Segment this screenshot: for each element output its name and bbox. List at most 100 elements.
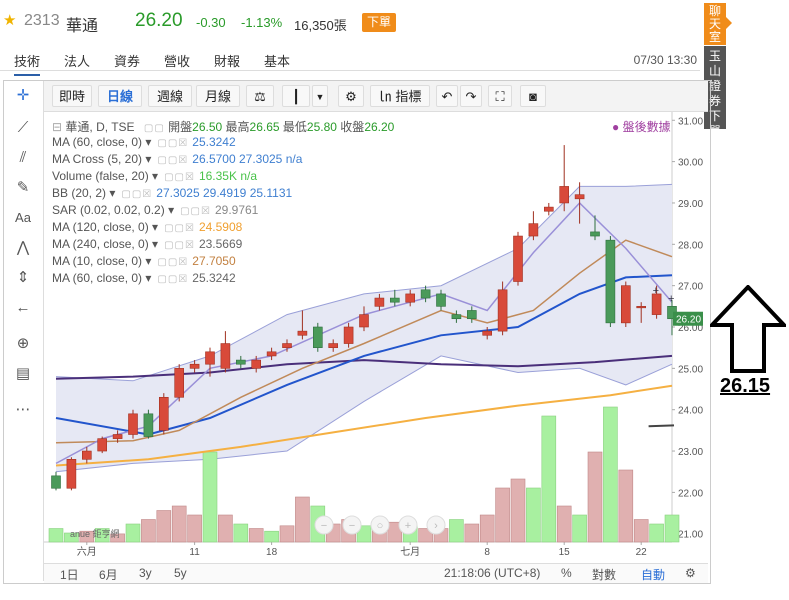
volume-bar	[418, 528, 433, 543]
volume-bar	[218, 514, 233, 543]
camera-icon[interactable]: ◙	[520, 85, 546, 107]
y-tick-label: 30.00	[678, 158, 703, 169]
tab-financials[interactable]: 財報	[214, 54, 241, 69]
crosshair-icon[interactable]: ✛	[16, 87, 30, 104]
indicators-label: 指標	[395, 89, 422, 104]
volume-bar	[572, 514, 587, 543]
candle-type-icon[interactable]: ┃	[282, 85, 310, 107]
trendline-icon[interactable]: ⟋	[17, 119, 29, 136]
compare-icon[interactable]: ⚖	[246, 85, 274, 107]
candle-body	[389, 297, 400, 303]
legend-row[interactable]: BB (20, 2) ▾ ▢▢☒ 27.3025 29.4919 25.1131	[52, 186, 292, 200]
candle-body	[328, 343, 339, 348]
legend-row-controls-icon[interactable]: ▢▢☒	[164, 172, 195, 183]
text-tool-icon[interactable]: Aa	[15, 210, 31, 225]
open-value: 26.50	[192, 120, 223, 134]
percent-toggle[interactable]: %	[561, 566, 572, 580]
volume-bar	[587, 451, 603, 543]
tab-margin[interactable]: 資券	[114, 54, 141, 69]
quote-header: ★ 2313 華通 26.20 -0.30 -1.13% 16,350張 下單	[0, 0, 700, 42]
range-3y[interactable]: 3y	[139, 566, 152, 580]
tab-basic[interactable]: 基本	[264, 54, 291, 69]
auto-toggle[interactable]: 自動	[641, 568, 666, 582]
daily-button[interactable]: 日線	[98, 85, 142, 107]
legend-controls-icon[interactable]: ▢▢	[143, 123, 165, 134]
legend-row[interactable]: Volume (false, 20) ▾ ▢▢☒ 16.35K n/a	[52, 169, 257, 183]
x-tick-label: 七月	[400, 546, 420, 558]
legend-row-value: 27.7050	[192, 254, 236, 268]
y-tick-label: 26.00	[678, 323, 703, 334]
legend-row-controls-icon[interactable]: ▢▢☒	[157, 155, 189, 166]
candle-body	[112, 434, 123, 439]
after-hours-link[interactable]: ● 盤後數據	[612, 120, 671, 134]
candle-body	[51, 475, 61, 489]
y-tick-label: 29.00	[678, 199, 703, 210]
tab-institutional[interactable]: 法人	[64, 54, 91, 69]
range-5y[interactable]: 5y	[174, 566, 187, 580]
star-icon[interactable]: ★	[3, 12, 17, 29]
back-arrow-icon[interactable]: ←	[15, 299, 31, 316]
tab-revenue[interactable]: 營收	[164, 54, 191, 69]
candle-body	[466, 310, 477, 320]
redo-icon[interactable]: ↷	[460, 85, 482, 107]
range-6m[interactable]: 6月	[99, 568, 118, 582]
weekly-button[interactable]: 週線	[148, 85, 192, 107]
nav-glyph: +	[405, 520, 411, 532]
legend-row-controls-icon[interactable]: ▢▢☒	[164, 240, 195, 251]
indicators-button[interactable]: ㏑ 指標	[370, 85, 430, 107]
legend-row[interactable]: MA (10, close, 0) ▾ ▢▢☒ 27.7050	[52, 254, 236, 268]
ma10-line	[55, 239, 673, 444]
measure-icon[interactable]: ⇕	[16, 269, 30, 286]
pattern-icon[interactable]: ⋀	[16, 239, 30, 256]
legend-row-controls-icon[interactable]: ▢▢☒	[157, 138, 189, 149]
price-change: -0.30	[196, 15, 226, 30]
ruler-icon[interactable]: ▤	[15, 365, 31, 382]
tab-technical[interactable]: 技術	[14, 51, 41, 76]
volume-bar	[141, 519, 156, 543]
fib-icon[interactable]: ⫽	[19, 149, 27, 166]
legend-row-controls-icon[interactable]: ▢▢☒	[164, 223, 195, 234]
candle-body	[513, 235, 523, 282]
legend-row[interactable]: MA Cross (5, 20) ▾ ▢▢☒ 26.5700 27.3025 n/a	[52, 152, 302, 166]
high-label: 最高	[225, 120, 250, 134]
volume-bar	[79, 530, 95, 543]
nav-circle	[426, 515, 446, 535]
price-chart[interactable]: 31.00 30.00 29.00 28.00 27.00 26.00 25.00 24.00…	[44, 112, 708, 564]
chat-room-tab[interactable]: 聊天室	[704, 3, 732, 45]
more-icon[interactable]: ⋯	[15, 401, 31, 418]
legend-row-value: 25.3242	[192, 271, 236, 285]
range-1d[interactable]: 1日	[60, 568, 79, 582]
volume-bar	[633, 519, 649, 543]
y-tick-label: 22.00	[678, 488, 703, 499]
legend-row[interactable]: MA (120, close, 0) ▾ ▢▢☒ 24.5908	[52, 220, 242, 234]
legend-row[interactable]: MA (60, close, 0) ▾ ▢▢☒ 25.3242	[52, 135, 236, 149]
legend-row-label: BB (20, 2) ▾	[52, 186, 116, 200]
broker-order-tab[interactable]: 玉山證券下單	[704, 46, 726, 138]
collapse-icon[interactable]: ⊟	[52, 120, 63, 134]
legend-row-controls-icon[interactable]: ▢▢☒	[157, 257, 189, 268]
nav-glyph: ›	[434, 520, 438, 532]
chevron-down-icon[interactable]: ▼	[312, 85, 328, 107]
y-tick-label: 28.00	[678, 240, 703, 251]
candle-body	[159, 396, 169, 431]
legend-row[interactable]: SAR (0.02, 0.02, 0.2) ▾ ▢▢☒ 29.9761	[52, 203, 258, 217]
candle-body	[359, 314, 369, 328]
fullscreen-icon[interactable]: ⛶	[488, 85, 512, 107]
order-button[interactable]: 下單	[362, 13, 396, 32]
volume-bar	[171, 505, 187, 543]
legend-row[interactable]: MA (60, close, 0) ▾ ▢▢☒ 25.3242	[52, 271, 236, 285]
legend-row-controls-icon[interactable]: ▢▢☒	[121, 189, 153, 200]
intraday-button[interactable]: 即時	[52, 85, 92, 107]
legend-row-controls-icon[interactable]: ▢▢☒	[157, 274, 189, 285]
gear-icon[interactable]: ⚙	[338, 85, 364, 107]
log-toggle[interactable]: 對數	[592, 568, 617, 582]
brush-icon[interactable]: ✎	[16, 179, 30, 196]
volume-bar	[248, 528, 264, 543]
monthly-button[interactable]: 月線	[196, 85, 240, 107]
candle-body	[251, 359, 261, 369]
legend-row-controls-icon[interactable]: ▢▢☒	[180, 206, 211, 217]
gear-icon[interactable]: ⚙	[685, 566, 696, 580]
zoom-icon[interactable]: ⊕	[16, 335, 30, 352]
undo-icon[interactable]: ↶	[436, 85, 458, 107]
legend-row[interactable]: MA (240, close, 0) ▾ ▢▢☒ 23.5669	[52, 237, 242, 251]
